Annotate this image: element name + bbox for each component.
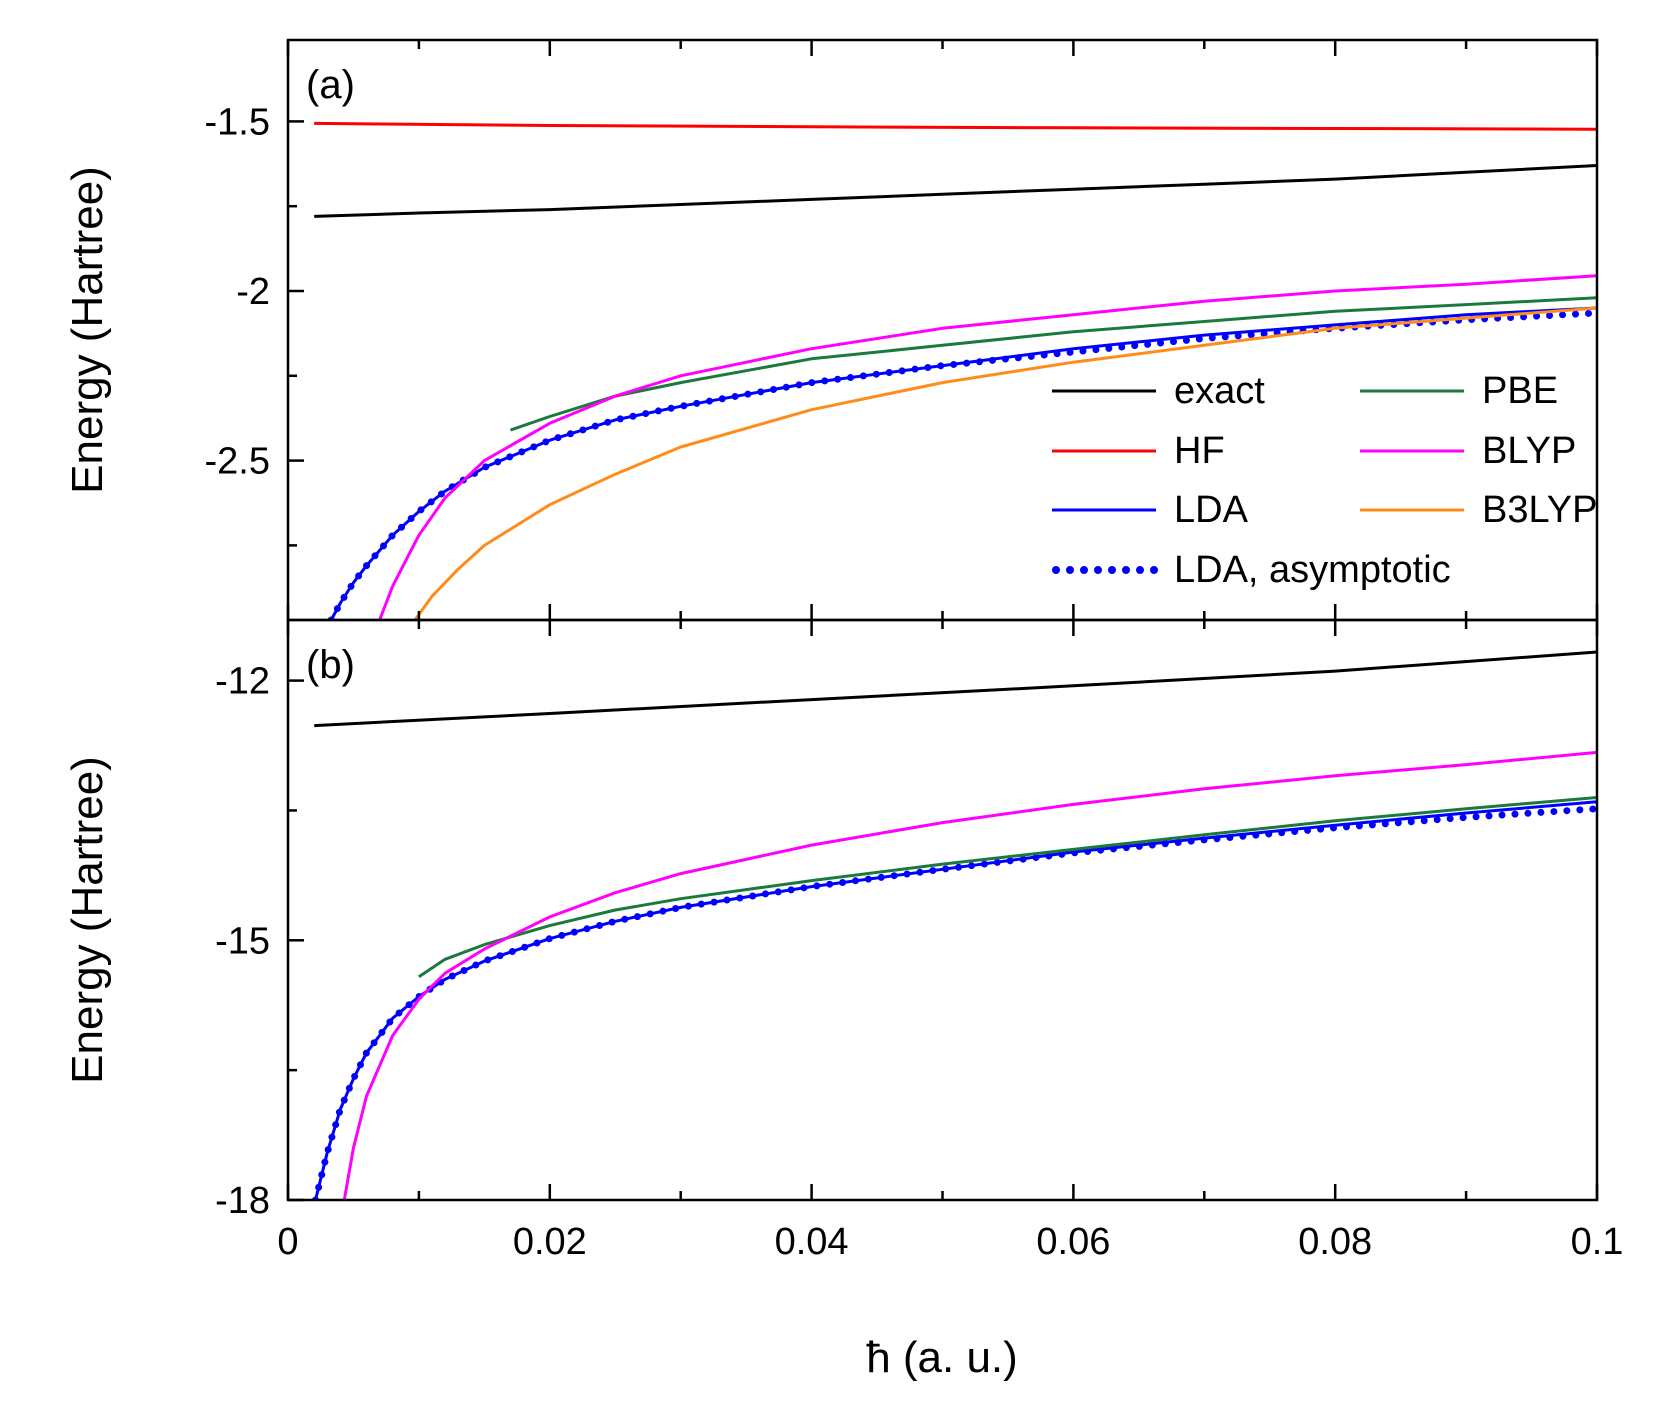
- panel-a-series-exact: [314, 164, 1597, 218]
- legend-label: LDA, asymptotic: [1174, 549, 1451, 591]
- y-tick-label: -15: [215, 920, 270, 962]
- x-tick-label: 0.06: [1036, 1221, 1110, 1263]
- legend-label: BLYP: [1482, 430, 1576, 472]
- legend-item-hf: HF: [1052, 430, 1225, 472]
- panel-b-series: [312, 650, 1597, 1200]
- legend-item-exact: exact: [1052, 370, 1265, 412]
- y-tick-label: -18: [215, 1180, 270, 1222]
- panel-b-series-pbe: [418, 796, 1597, 978]
- panel-a-series-pbe: [510, 296, 1597, 432]
- legend-label: HF: [1174, 430, 1225, 472]
- panel-a-series-b3lyp: [413, 306, 1597, 620]
- panel-b-ylabel: Energy (Hartree): [63, 756, 112, 1084]
- y-tick-label: -12: [215, 661, 270, 703]
- x-axis-label: ħ (a. u.): [866, 1333, 1018, 1382]
- legend-item-blyp: BLYP: [1360, 430, 1576, 472]
- panel-a: -2.5 -2 -1.5 (a) Energy (Hartree) exact PBE…: [63, 38, 1599, 622]
- y-tick-label: -2: [236, 271, 270, 313]
- panel-b-series-exact: [314, 650, 1597, 728]
- panel-b-series-lda-asymptotic: [312, 805, 1597, 1200]
- panel-b-frame: [286, 618, 1599, 1202]
- panel-a-series: [314, 121, 1597, 620]
- panel-a-ticks: -2.5 -2 -1.5: [205, 40, 1599, 620]
- x-tick-label: 0.1: [1571, 1221, 1624, 1263]
- y-tick-label: -2.5: [205, 441, 270, 483]
- legend-item-lda: LDA: [1052, 489, 1249, 531]
- panel-b-series-blyp: [342, 750, 1597, 1200]
- legend-label: PBE: [1482, 370, 1558, 412]
- x-tick-label: 0.08: [1298, 1221, 1372, 1263]
- y-tick-label: -1.5: [205, 101, 270, 143]
- x-tick-label: 0.02: [513, 1221, 587, 1263]
- panel-a-series-hf: [314, 121, 1597, 131]
- legend-label: LDA: [1174, 489, 1249, 531]
- legend-item-b3lyp: B3LYP: [1360, 489, 1597, 531]
- legend-item-lda-asymptotic: LDA, asymptotic: [1052, 549, 1451, 591]
- legend-item-pbe: PBE: [1360, 370, 1558, 412]
- panel-a-label: (a): [306, 63, 355, 107]
- panel-a-series-blyp: [378, 274, 1597, 620]
- panel-b-label: (b): [306, 643, 355, 687]
- legend-label: B3LYP: [1482, 489, 1597, 531]
- panel-a-ylabel: Energy (Hartree): [63, 166, 112, 494]
- panel-a-series-lda-asymptotic: [327, 309, 1597, 620]
- legend-label: exact: [1174, 370, 1265, 412]
- x-tick-label: 0.04: [775, 1221, 849, 1263]
- panel-b: 0 0.02 0.04 0.06 0.08 0.1 -18 -15 -12 (b) Energy…: [63, 618, 1623, 1382]
- legend: exact PBE HF BLYP LDA B3LYP LDA, asymptotic: [1052, 370, 1597, 591]
- x-tick-label: 0: [277, 1221, 298, 1263]
- panel-b-ticks: 0 0.02 0.04 0.06 0.08 0.1 -18 -15 -12: [215, 620, 1623, 1263]
